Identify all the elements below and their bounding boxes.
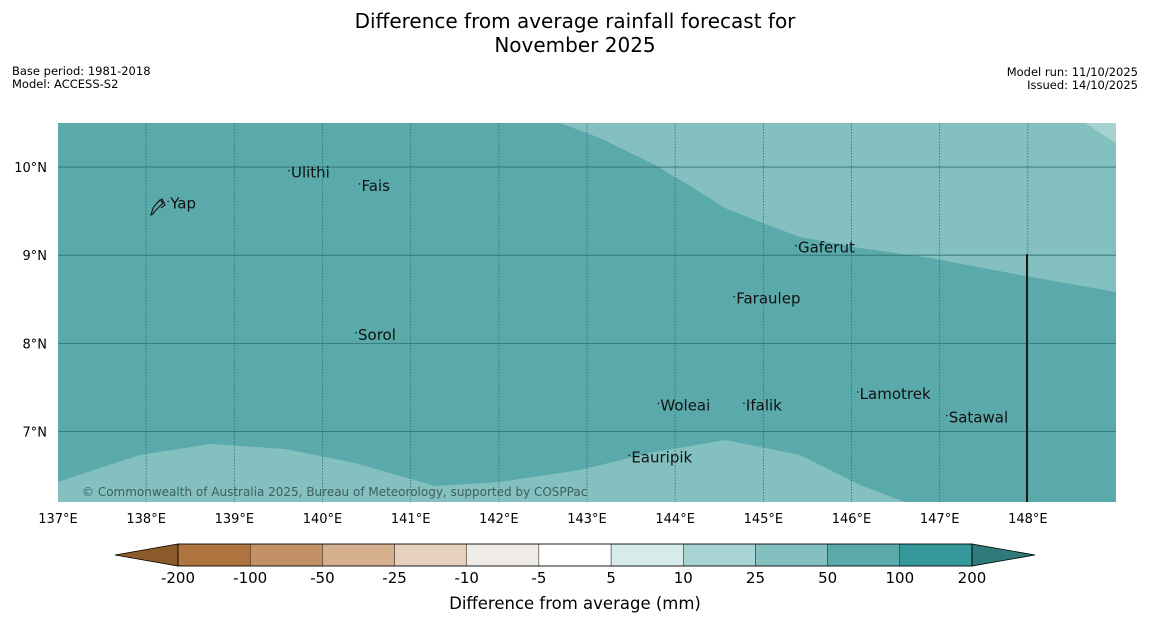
lon-tick-label: 142°E: [479, 512, 519, 527]
colorbar-outline: [177, 543, 973, 567]
colorbar-swatch: [177, 543, 251, 567]
place-name: Gaferut: [798, 239, 855, 257]
place-name: Fais: [362, 177, 391, 195]
island-dot: [358, 183, 361, 185]
metadata-right: Model run: 11/10/2025 Issued: 14/10/2025: [1007, 66, 1138, 92]
lon-tick-label: 148°E: [1008, 512, 1048, 527]
legend-title: Difference from average (mm): [449, 594, 701, 613]
lat-tick-label: 7°N: [23, 425, 48, 440]
map-title: Difference from average rainfall forecas…: [0, 9, 1150, 57]
place-labels: Yap Ulithi Fais Gaferut Faraulep Sorol Lamotre…: [167, 164, 1008, 466]
lon-tick-label: 137°E: [38, 512, 78, 527]
island-dot: [856, 391, 859, 393]
colorbar-tick-label: 5: [606, 569, 616, 587]
colorbar-tick-label: -100: [233, 569, 267, 587]
colorbar: [114, 543, 1036, 567]
colorbar-swatch: [610, 543, 684, 567]
colorbar-swatch: [394, 543, 467, 567]
issued-text: Issued: 14/10/2025: [1027, 78, 1138, 92]
place-name: Satawal: [949, 409, 1008, 427]
colorbar-swatch: [249, 543, 323, 567]
colorbar-tick-labels: -200 -100 -50 -25 -10 -5 5 10 25 50 100 200: [161, 569, 986, 587]
forecast-band-25-50-north: [560, 123, 1116, 292]
island-dot: [355, 332, 357, 334]
place-sorol: Sorol: [355, 326, 396, 344]
colorbar-tick-label: -50: [310, 569, 335, 587]
colorbar-tick-label: -5: [531, 569, 546, 587]
lon-tick-label: 139°E: [215, 512, 255, 527]
lon-tick-label: 146°E: [832, 512, 872, 527]
model-run-text: Model run: 11/10/2025: [1006, 65, 1138, 79]
colorbar-tick-label: 25: [746, 569, 765, 587]
colorbar-tick-label: 200: [958, 569, 987, 587]
place-woleai: Woleai: [657, 396, 710, 414]
colorbar-swatch: [827, 543, 901, 567]
island-dot: [945, 414, 948, 417]
lon-tick-label: 141°E: [391, 512, 431, 527]
copyright-text: © Commonwealth of Australia 2025, Bureau…: [82, 485, 587, 499]
colorbar-swatch: [466, 543, 540, 567]
island-dot: [657, 402, 660, 405]
base-period-text: Base period: 1981-2018: [12, 64, 151, 78]
place-name: Ifalik: [746, 396, 782, 414]
colorbar-swatch: [322, 543, 395, 567]
metadata-left: Base period: 1981-2018 Model: ACCESS-S2: [12, 65, 151, 91]
lon-tick-label: 145°E: [744, 512, 784, 527]
colorbar-extend-high: [971, 543, 1036, 567]
yap-island: [150, 198, 166, 217]
lon-tick-label: 147°E: [920, 512, 960, 527]
colorbar-tick-label: 50: [818, 569, 837, 587]
colorbar-swatch: [899, 543, 973, 567]
forecast-band-10-25-northeast: [1085, 123, 1116, 143]
colorbar-tick-label: 100: [885, 569, 914, 587]
place-name: Yap: [169, 194, 196, 212]
place-gaferut: Gaferut: [795, 239, 855, 257]
place-ulithi: Ulithi: [288, 164, 330, 182]
title-line-2: November 2025: [494, 33, 656, 57]
forecast-band-25-50-south: [58, 440, 905, 502]
place-name: Eauripik: [631, 448, 692, 466]
colorbar-swatch: [755, 543, 828, 567]
colorbar-tick-label: -10: [454, 569, 479, 587]
lat-tick-label: 10°N: [14, 161, 47, 176]
place-faraulep: Faraulep: [733, 290, 800, 308]
island-dot: [167, 200, 170, 203]
lon-tick-label: 138°E: [126, 512, 166, 527]
island-dot: [743, 402, 745, 405]
place-eauripik: Eauripik: [628, 448, 693, 466]
lon-tick-label: 143°E: [567, 512, 607, 527]
island-dot: [733, 295, 736, 298]
latitude-tick-labels: 7°N 8°N 9°N 10°N: [14, 161, 47, 440]
colorbar-tick-label: -200: [161, 569, 195, 587]
map-area: [58, 123, 1116, 502]
right-edge-line: [1026, 254, 1028, 502]
longitude-tick-labels: 137°E 138°E 139°E 140°E 141°E 142°E 143°E 144°E…: [38, 512, 1047, 527]
model-text: Model: ACCESS-S2: [12, 77, 119, 91]
colorbar-tick-label: 10: [674, 569, 693, 587]
island-dot: [628, 454, 631, 457]
place-fais: Fais: [358, 177, 391, 195]
lon-tick-label: 140°E: [303, 512, 343, 527]
place-yap: Yap: [167, 194, 196, 212]
place-lamotrek: Lamotrek: [856, 385, 931, 403]
place-ifalik: Ifalik: [743, 396, 782, 414]
place-name: Sorol: [358, 326, 396, 344]
place-name: Woleai: [660, 396, 710, 414]
island-dot: [795, 244, 797, 247]
colorbar-extend-low: [114, 543, 179, 567]
island-dot: [288, 169, 290, 172]
place-name: Faraulep: [736, 290, 800, 308]
place-name: Ulithi: [291, 164, 330, 182]
colorbar-tick-label: -25: [382, 569, 407, 587]
lon-tick-label: 144°E: [655, 512, 695, 527]
lat-tick-label: 8°N: [23, 337, 48, 352]
place-name: Lamotrek: [860, 385, 931, 403]
colorbar-swatch: [538, 543, 612, 567]
lat-tick-label: 9°N: [23, 249, 48, 264]
colorbar-swatch: [683, 543, 756, 567]
place-satawal: Satawal: [945, 409, 1008, 427]
title-line-1: Difference from average rainfall forecas…: [354, 9, 796, 33]
